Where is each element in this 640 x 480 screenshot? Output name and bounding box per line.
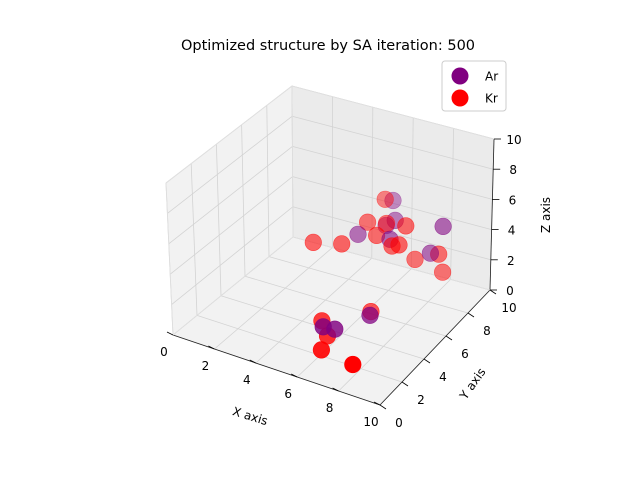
z-tick-label: 10 (506, 133, 521, 147)
x-tick-label: 0 (160, 345, 168, 359)
point-kr (434, 263, 452, 281)
x-grid-floor (214, 247, 333, 350)
y-grid-left (266, 105, 270, 257)
point-kr (406, 250, 424, 268)
y-grid-left (190, 163, 198, 316)
y-tick-label: 10 (501, 301, 516, 315)
y-axis-line (379, 289, 491, 406)
y-grid-floor (268, 256, 469, 314)
z-grid-left (167, 115, 293, 214)
z-grid-left (168, 146, 293, 245)
x-tick-mark (166, 331, 174, 336)
x-axis-line (172, 334, 381, 406)
y-grid-floor (196, 315, 403, 383)
y-grid-left (216, 144, 222, 296)
pane-edge (292, 236, 491, 291)
point-kr (312, 341, 331, 359)
x-tick-label: 6 (284, 387, 292, 401)
z-grid-back (292, 176, 492, 230)
y-tick-mark (401, 381, 409, 387)
z-grid-left (171, 206, 294, 305)
z-tick-label: 0 (506, 284, 514, 298)
legend-label-kr: Kr (485, 92, 498, 106)
y-grid-floor (244, 275, 447, 337)
point-ar (314, 318, 332, 336)
y-tick-mark (379, 404, 387, 410)
data-points (304, 190, 452, 374)
z-tick-label: 4 (508, 224, 516, 238)
pane-edge (291, 85, 495, 140)
x-tick-mark (249, 359, 256, 364)
x-tick-mark (373, 401, 381, 406)
pane-edge (165, 182, 174, 336)
point-kr (304, 233, 322, 251)
x-tick-label: 2 (202, 359, 210, 373)
axis-lines (165, 85, 495, 406)
z-grid-left (169, 176, 293, 275)
legend-marker-kr (451, 89, 469, 107)
pane-edge (291, 85, 294, 238)
point-kr (359, 213, 377, 231)
x-grid-back (450, 128, 454, 280)
z-grid-back (292, 115, 494, 170)
legend-marker-ar (451, 67, 469, 85)
y-tick-mark (445, 335, 453, 341)
x-tick-mark (291, 373, 298, 378)
x-grid-floor (338, 279, 451, 392)
point-ar (434, 217, 452, 235)
z-tick-label: 2 (507, 254, 515, 268)
point-ar (421, 244, 440, 262)
y-tick-mark (489, 289, 497, 295)
legend: Ar Kr (441, 60, 507, 112)
x-grid-back (410, 117, 414, 269)
pane-edge (172, 236, 294, 336)
z-axis-ticks: 0 2 4 6 8 10 (490, 133, 522, 298)
legend-label-ar: Ar (485, 70, 498, 84)
pane-edge (165, 85, 293, 184)
x-grid-floor (255, 257, 373, 364)
point-ar (361, 306, 379, 324)
point-kr (333, 235, 351, 253)
z-tick-label: 6 (509, 193, 517, 207)
point-kr (397, 217, 415, 235)
point-kr (344, 355, 362, 374)
x-tick-mark (208, 345, 215, 350)
y-tick-mark (423, 358, 431, 364)
z-grid-back (292, 146, 493, 200)
x-tick-label: 8 (326, 401, 334, 415)
x-tick-mark (332, 387, 339, 392)
x-tick-label: 10 (363, 415, 378, 429)
y-tick-label: 6 (461, 347, 469, 361)
x-grid-floor (296, 268, 412, 378)
z-axis-line (489, 138, 495, 291)
z-tick-label: 8 (509, 163, 517, 177)
point-ar (384, 191, 402, 210)
y-tick-label: 4 (439, 370, 447, 384)
y-tick-label: 8 (483, 324, 491, 338)
point-ar (349, 225, 367, 243)
y-grid-left (241, 124, 246, 277)
y-tick-label: 2 (417, 393, 425, 407)
z-axis-label: Z axis (539, 197, 553, 233)
y-tick-mark (467, 312, 475, 318)
y-tick-label: 0 (395, 416, 403, 430)
x-tick-label: 4 (243, 373, 251, 387)
chart-title: Optimized structure by SA iteration: 500 (181, 38, 475, 54)
point-kr (376, 190, 394, 208)
x-axis-ticks: 0 2 4 6 8 10 (160, 331, 381, 429)
point-kr (390, 236, 408, 254)
